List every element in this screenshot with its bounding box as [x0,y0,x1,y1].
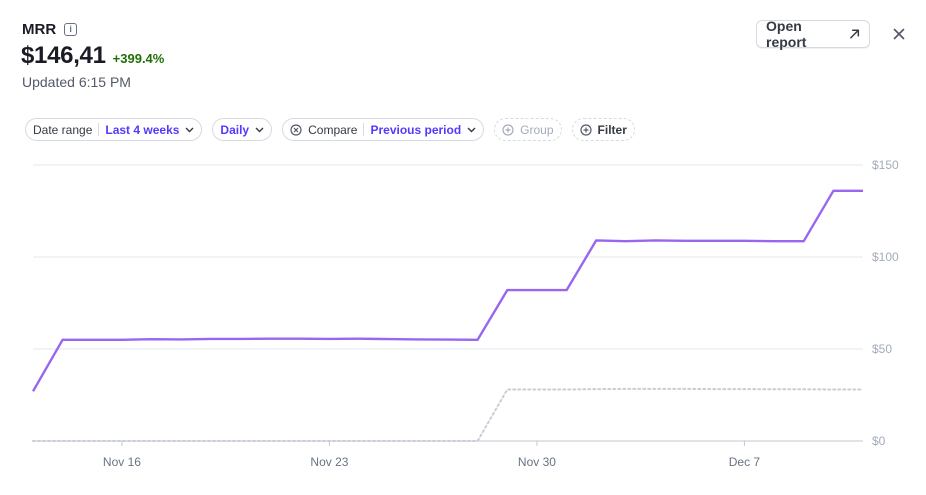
x-tick-label: Dec 7 [729,455,761,469]
compare-filter[interactable]: Compare Previous period [282,118,485,141]
date-range-filter[interactable]: Date range Last 4 weeks [25,118,203,141]
y-tick-label: $50 [872,342,892,356]
open-report-button[interactable]: Open report [756,18,870,50]
chevron-down-icon [467,127,476,132]
interval-value: Daily [220,122,250,137]
y-tick-label: $100 [872,250,899,264]
current-period-line [31,189,863,392]
chevron-down-icon [185,127,194,132]
x-tick-label: Nov 23 [310,455,348,469]
date-range-label: Date range [33,122,93,137]
plus-circle-icon [579,123,592,136]
updated-timestamp: Updated 6:15 PM [22,74,131,90]
arrow-up-right-icon [849,29,859,39]
compare-label: Compare [308,122,358,137]
close-button[interactable] [890,25,908,43]
metric-title-row: MRR i [22,21,78,38]
interval-filter[interactable]: Daily [212,118,273,141]
pill-separator [363,123,365,136]
y-tick-label: $150 [872,158,899,172]
metric-value-row: $146,41 +399.4% [21,42,164,70]
info-icon[interactable]: i [64,23,78,36]
close-icon [893,28,905,40]
pill-separator [98,123,100,136]
group-label: Group [520,122,554,137]
remove-compare-icon[interactable] [290,123,302,136]
metric-change: +399.4% [112,51,165,66]
date-range-value: Last 4 weeks [105,122,180,137]
x-tick-label: Nov 16 [103,455,141,469]
plus-circle-icon [502,123,514,136]
chevron-down-icon [255,127,264,132]
filter-bar: Date range Last 4 weeks Daily Compare Pr… [25,118,635,141]
add-filter-button[interactable]: Filter [571,118,635,141]
metric-value: $146,41 [21,42,106,69]
group-filter[interactable]: Group [494,118,562,141]
filter-label: Filter [597,122,627,137]
y-tick-label: $0 [872,434,886,448]
x-tick-label: Nov 30 [518,455,556,469]
previous-period-line [32,387,864,442]
open-report-label: Open report [766,18,807,50]
metric-title: MRR [22,21,57,38]
compare-value: Previous period [370,122,462,137]
